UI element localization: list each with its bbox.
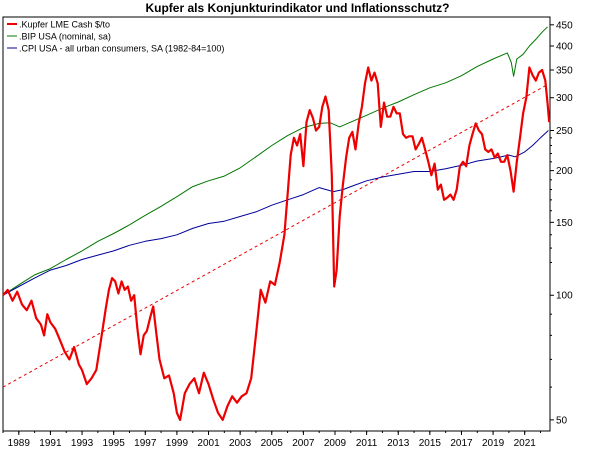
series-lines	[2, 26, 551, 421]
x-tick-label: 2011	[356, 438, 378, 449]
y-axis: 50 100 150 200 250 300 350 400 450	[550, 20, 573, 426]
y-tick-label: 150	[556, 218, 573, 229]
legend-label: .BIP USA (nominal, sa)	[19, 32, 111, 42]
chart-title: Kupfer als Konjunkturindikator und Infla…	[145, 1, 450, 15]
x-tick-label: 2015	[419, 438, 442, 449]
x-tick-label: 1989	[8, 438, 31, 449]
series-line-0	[2, 66, 551, 421]
y-tick-label: 100	[556, 291, 573, 302]
legend-label: .Kupfer LME Cash $/to	[19, 20, 110, 30]
y-tick-label: 350	[556, 66, 573, 77]
x-axis: 1989 1991 1993 1995 1997 1999 2001 2003 2005 2007…	[2, 431, 542, 449]
x-tick-label: 2017	[450, 438, 473, 449]
y-tick-label: 300	[556, 93, 573, 104]
y-tick-label: 400	[556, 41, 573, 52]
series-line-1	[2, 26, 548, 296]
x-tick-label: 2021	[514, 438, 537, 449]
x-tick-label: 1997	[134, 438, 157, 449]
x-tick-label: 2019	[482, 438, 505, 449]
trend-line	[2, 84, 548, 388]
x-tick-label: 2013	[387, 438, 410, 449]
y-tick-label: 200	[556, 166, 573, 177]
x-tick-label: 1999	[166, 438, 189, 449]
x-tick-label: 1993	[71, 438, 94, 449]
y-tick-label: 50	[556, 415, 568, 426]
plot-area	[2, 16, 551, 432]
legend-label: .CPI USA - all urban consumers, SA (1982…	[19, 44, 224, 54]
y-tick-label: 250	[556, 126, 573, 137]
x-tick-label: 2005	[261, 438, 284, 449]
legend: .Kupfer LME Cash $/to .BIP USA (nominal, …	[7, 20, 224, 54]
plot-frame	[2, 16, 551, 432]
x-tick-label: 2001	[197, 438, 220, 449]
x-tick-label: 2007	[292, 438, 315, 449]
series-line-2	[2, 130, 549, 296]
x-tick-label: 2003	[229, 438, 252, 449]
x-tick-label: 1995	[103, 438, 126, 449]
x-tick-label: 1991	[39, 438, 62, 449]
x-tick-label: 2009	[324, 438, 347, 449]
y-tick-label: 450	[556, 20, 573, 31]
